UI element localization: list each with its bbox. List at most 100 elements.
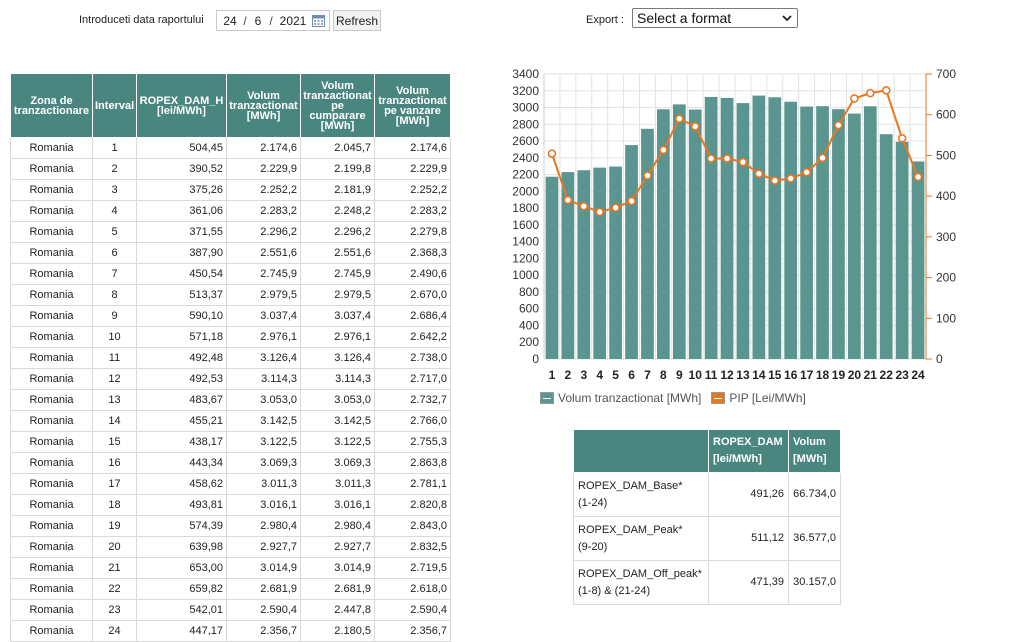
bar <box>832 109 845 359</box>
legend-item-volume[interactable]: Volum tranzactionat [MWh] <box>540 391 701 405</box>
x-tick-label: 16 <box>784 368 798 382</box>
legend-label: Volum tranzactionat [MWh] <box>558 391 702 405</box>
cell-ropex: 371,55 <box>136 221 227 243</box>
table-row: Romania 6 387,90 2.551,6 2.551,6 2.368,3 <box>10 242 451 264</box>
cell-zone: Romania <box>10 431 93 453</box>
cell-ropex: 639,98 <box>136 536 227 558</box>
cell-zone: Romania <box>10 221 93 243</box>
y-right-tick-label: 0 <box>936 352 943 366</box>
pip-point <box>563 195 573 205</box>
pip-point <box>579 201 589 211</box>
bar <box>688 109 702 359</box>
legend-swatch-bar <box>540 392 554 404</box>
date-input[interactable]: 24 / 6 / 2021 <box>216 10 330 31</box>
cell-interval: 6 <box>92 242 137 264</box>
cell-zone: Romania <box>10 473 93 495</box>
cell-sell-volume: 2.229,9 <box>374 158 451 180</box>
cell-buy-volume: 2.927,7 <box>300 536 375 558</box>
cell-ropex: 504,45 <box>136 137 227 159</box>
y-left-tick-label: 2000 <box>512 184 539 198</box>
cell-volume: 3.126,4 <box>226 347 301 369</box>
cell-interval: 1 <box>92 137 137 159</box>
column-header: Zona de tranzactionare <box>10 73 93 138</box>
hourly-results-table: Zona de tranzactionare Interval ROPEX_DA… <box>10 73 451 642</box>
bar <box>545 176 559 359</box>
cell-buy-volume: 2.181,9 <box>300 179 375 201</box>
x-tick-label: 1 <box>549 368 556 382</box>
table-row: Romania 17 458,62 3.011,3 3.011,3 2.781,1 <box>10 473 451 495</box>
cell-volume: 2.252,2 <box>226 179 301 201</box>
table-row: Romania 14 455,21 3.142,5 3.142,5 2.766,0 <box>10 410 451 432</box>
cell-interval: 21 <box>92 557 137 579</box>
cell-ropex: 458,62 <box>136 473 227 495</box>
cell-zone: Romania <box>10 599 93 621</box>
cell-ropex: 571,18 <box>136 326 227 348</box>
x-tick-label: 4 <box>596 368 603 382</box>
pip-point <box>690 122 700 131</box>
table-row: Romania 18 493,81 3.016,1 3.016,1 2.820,8 <box>10 494 451 516</box>
summary-value: 511,12 <box>708 516 789 561</box>
cell-interval: 18 <box>92 494 137 516</box>
cell-ropex: 390,52 <box>136 158 227 180</box>
export-format-select[interactable]: Select a format <box>632 8 798 28</box>
date-month[interactable]: 6 <box>254 13 262 28</box>
cell-zone: Romania <box>10 263 93 285</box>
cell-buy-volume: 3.014,9 <box>300 557 375 579</box>
cell-interval: 16 <box>92 452 137 474</box>
cell-interval: 4 <box>92 200 137 222</box>
cell-ropex: 659,82 <box>136 578 227 600</box>
summary-volume: 66.734,0 <box>788 472 841 517</box>
cell-buy-volume: 3.142,5 <box>300 410 375 432</box>
table-header-row: Zona de tranzactionare Interval ROPEX_DA… <box>10 73 451 138</box>
date-year[interactable]: 2021 <box>279 13 307 28</box>
cell-buy-volume: 2.681,9 <box>300 578 375 600</box>
cell-zone: Romania <box>10 494 93 516</box>
y-left-tick-label: 1600 <box>512 218 539 232</box>
y-left-tick-label: 600 <box>519 302 539 316</box>
bar <box>577 170 591 359</box>
cell-sell-volume: 2.820,8 <box>374 494 451 516</box>
cell-volume: 2.590,4 <box>226 599 301 621</box>
bar <box>641 128 654 359</box>
cell-volume: 2.229,9 <box>226 158 301 180</box>
date-day[interactable]: 24 <box>223 13 237 28</box>
cell-sell-volume: 2.642,2 <box>374 326 451 348</box>
summary-value: 471,39 <box>708 560 789 605</box>
cell-sell-volume: 2.732,7 <box>374 389 451 411</box>
bar <box>863 106 877 359</box>
cell-buy-volume: 3.069,3 <box>300 452 375 474</box>
x-tick-label: 17 <box>800 368 814 382</box>
y-left-tick-label: 800 <box>519 285 539 299</box>
column-header <box>573 429 709 473</box>
cell-volume: 3.114,3 <box>226 368 301 390</box>
cell-sell-volume: 2.686,4 <box>374 305 451 327</box>
y-left-tick-label: 3200 <box>512 84 539 98</box>
refresh-button[interactable]: Refresh <box>333 10 381 31</box>
cell-ropex: 493,81 <box>136 494 227 516</box>
cell-zone: Romania <box>10 326 93 348</box>
x-tick-label: 18 <box>816 368 830 382</box>
table-row: Romania 3 375,26 2.252,2 2.181,9 2.252,2 <box>10 179 451 201</box>
pip-point <box>627 196 636 206</box>
pip-point <box>881 86 891 95</box>
cell-interval: 14 <box>92 410 137 432</box>
y-left-tick-label: 2800 <box>512 117 539 131</box>
x-tick-label: 5 <box>612 368 619 382</box>
calendar-icon[interactable] <box>312 14 325 27</box>
table-row: Romania 7 450,54 2.745,9 2.745,9 2.490,6 <box>10 263 451 285</box>
cell-buy-volume: 3.011,3 <box>300 473 375 495</box>
table-row: Romania 1 504,45 2.174,6 2.045,7 2.174,6 <box>10 137 451 159</box>
cell-interval: 20 <box>92 536 137 558</box>
cell-sell-volume: 2.590,4 <box>374 599 451 621</box>
table-row: Romania 21 653,00 3.014,9 3.014,9 2.719,5 <box>10 557 451 579</box>
cell-sell-volume: 2.738,0 <box>374 347 451 369</box>
legend-item-pip[interactable]: PIP [Lei/MWh] <box>711 391 806 405</box>
legend-label: PIP [Lei/MWh] <box>729 391 806 405</box>
bar <box>752 95 766 359</box>
summary-row: ROPEX_DAM_Peak* (9-20) 511,12 36.577,0 <box>573 516 841 561</box>
bar <box>625 145 638 359</box>
cell-buy-volume: 3.037,4 <box>300 305 375 327</box>
pip-point <box>770 176 780 185</box>
pip-point <box>659 145 668 155</box>
y-left-tick-label: 1200 <box>512 251 539 265</box>
